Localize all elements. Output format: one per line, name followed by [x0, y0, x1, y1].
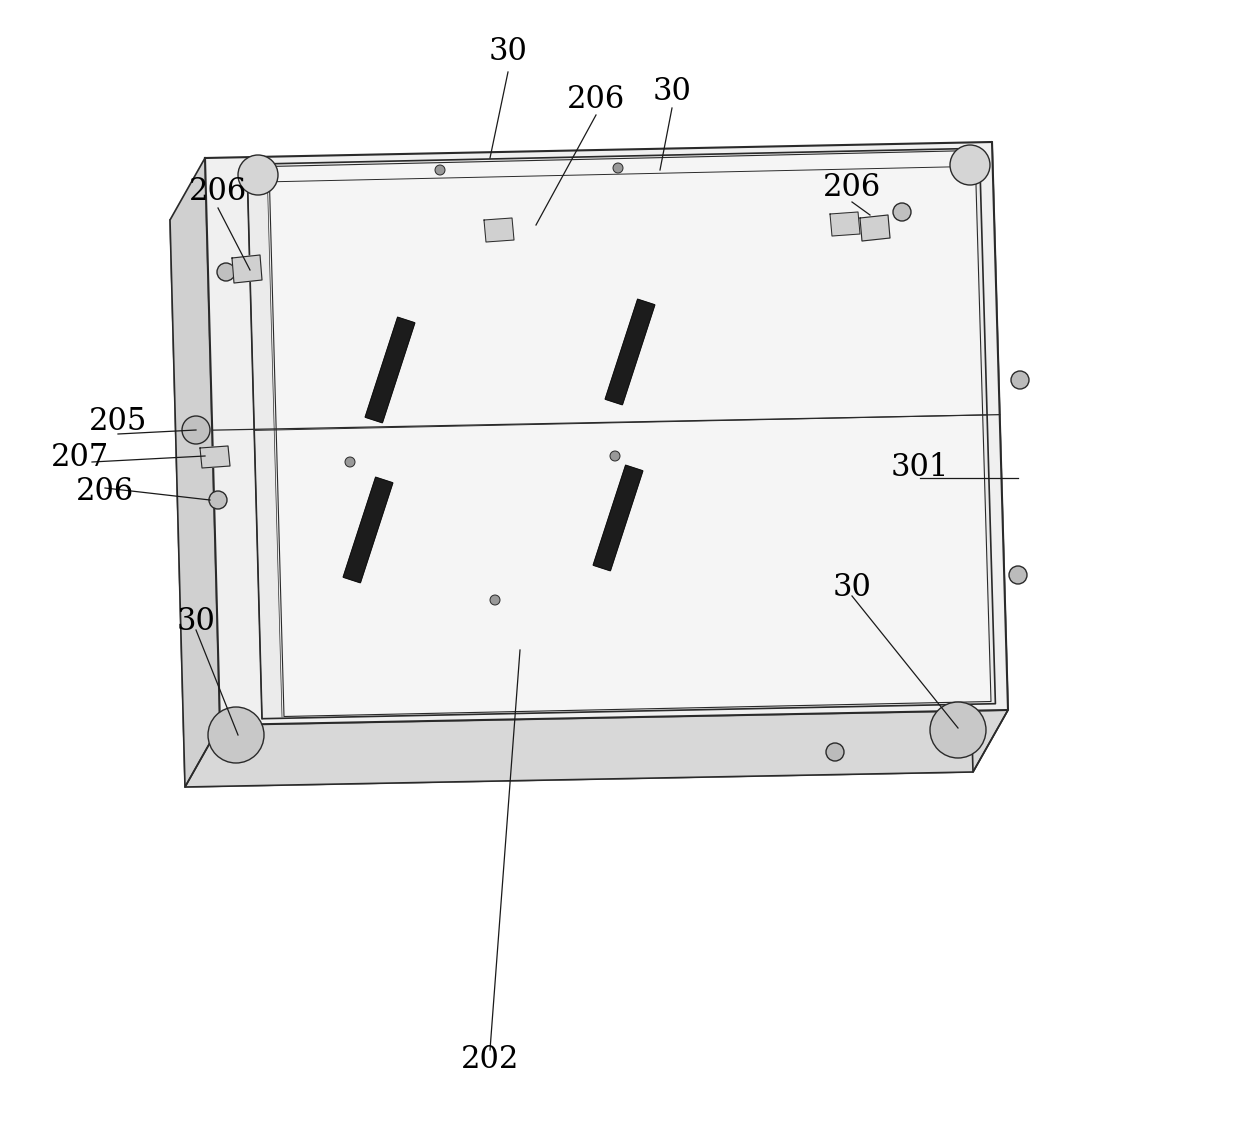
Text: 207: 207 [51, 442, 109, 473]
Circle shape [345, 457, 355, 467]
Circle shape [238, 155, 278, 195]
Text: 30: 30 [652, 77, 692, 108]
Text: 206: 206 [823, 172, 882, 203]
Text: 202: 202 [461, 1045, 520, 1076]
Polygon shape [366, 317, 415, 422]
Polygon shape [170, 204, 973, 788]
Polygon shape [185, 709, 1008, 788]
Text: 30: 30 [176, 606, 216, 637]
Text: 206: 206 [567, 85, 625, 116]
Text: 205: 205 [89, 406, 148, 437]
Circle shape [893, 203, 911, 222]
Circle shape [613, 163, 622, 173]
Polygon shape [232, 255, 262, 284]
Circle shape [826, 743, 844, 761]
Text: 206: 206 [76, 476, 134, 507]
Circle shape [1009, 566, 1027, 584]
Circle shape [1011, 371, 1029, 389]
Circle shape [610, 451, 620, 461]
Text: 30: 30 [832, 573, 872, 604]
Text: 30: 30 [489, 37, 527, 68]
Polygon shape [200, 447, 229, 468]
Text: 301: 301 [890, 452, 949, 483]
Text: 206: 206 [188, 177, 247, 208]
Polygon shape [957, 142, 1008, 771]
Polygon shape [205, 142, 1008, 726]
Polygon shape [484, 218, 515, 242]
Circle shape [208, 707, 264, 763]
Circle shape [435, 165, 445, 174]
Circle shape [490, 595, 500, 605]
Polygon shape [170, 158, 219, 788]
Circle shape [217, 263, 236, 281]
Circle shape [930, 701, 986, 758]
Polygon shape [593, 465, 642, 571]
Polygon shape [830, 212, 861, 236]
Polygon shape [605, 300, 655, 405]
Circle shape [950, 145, 990, 185]
Polygon shape [247, 148, 996, 719]
Polygon shape [861, 215, 890, 241]
Polygon shape [343, 478, 393, 583]
Polygon shape [269, 150, 991, 716]
Circle shape [182, 416, 210, 444]
Circle shape [210, 491, 227, 509]
